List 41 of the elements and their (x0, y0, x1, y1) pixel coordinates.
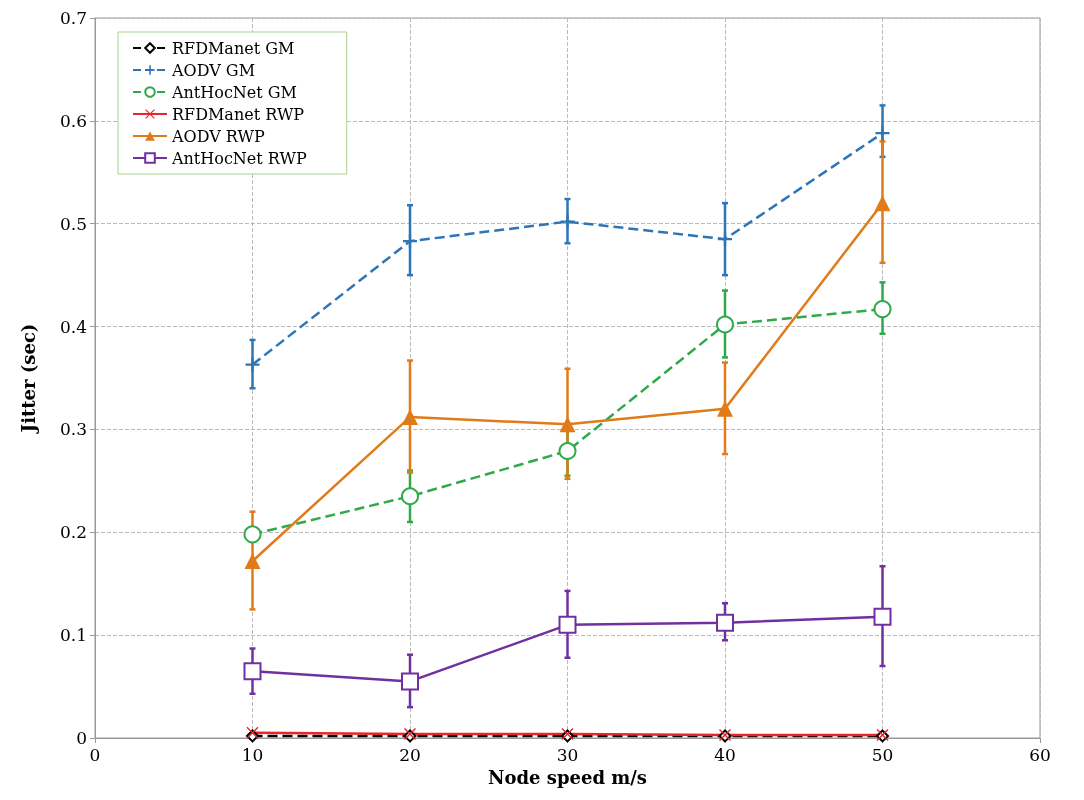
point (402, 409, 418, 426)
point (560, 214, 575, 229)
legend-label: AODV GM (171, 60, 256, 80)
y-tick-label: 0 (76, 728, 87, 748)
x-tick-label: 0 (89, 744, 101, 765)
point (875, 126, 890, 141)
legend-label: AODV RWP (171, 126, 265, 146)
y-tick-label: 0.5 (59, 213, 87, 234)
y-tick-label: 0.2 (59, 522, 87, 543)
point (716, 613, 734, 632)
y-tick-label: 0.6 (59, 110, 87, 131)
y-axis-title: Jitter (sec) (17, 323, 39, 435)
x-tick-label: 40 (714, 744, 736, 765)
x-tick-label: 50 (871, 744, 894, 765)
y-tick-label: 0.1 (59, 625, 87, 646)
point (716, 315, 734, 334)
legend-label: AntHocNet GM (171, 82, 297, 102)
point (874, 195, 891, 212)
point (243, 525, 262, 544)
x-tick-label: 60 (1029, 744, 1051, 765)
point (558, 442, 577, 461)
legend-label: RFDManet GM (172, 38, 295, 58)
y-tick-label: 0.4 (59, 316, 87, 337)
point (243, 662, 262, 681)
point (246, 726, 259, 739)
y-tick-label: 0.3 (59, 419, 87, 440)
x-tick-label: 10 (241, 744, 264, 765)
x-axis-title: Node speed m/s (488, 766, 647, 788)
point (559, 416, 576, 433)
point (244, 553, 261, 570)
point (873, 607, 892, 626)
legend-label: RFDManet RWP (172, 104, 305, 124)
x-tick-label: 30 (556, 744, 579, 765)
point (558, 615, 577, 634)
legend-label: AntHocNet RWP (171, 148, 307, 168)
point (245, 357, 260, 372)
point (401, 672, 419, 691)
x-tick-label: 20 (399, 744, 421, 765)
y-tick-label: 0.7 (59, 8, 87, 28)
point (401, 487, 419, 506)
point (873, 300, 892, 319)
